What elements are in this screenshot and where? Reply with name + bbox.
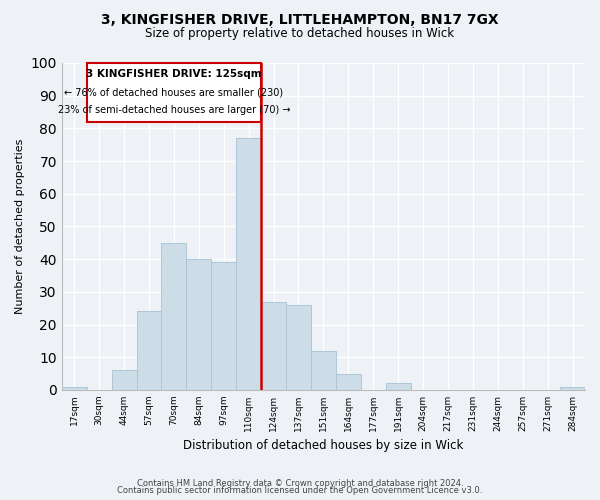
Bar — [62, 386, 87, 390]
Text: Contains HM Land Registry data © Crown copyright and database right 2024.: Contains HM Land Registry data © Crown c… — [137, 478, 463, 488]
Bar — [560, 386, 585, 390]
Bar — [261, 302, 286, 390]
Bar — [137, 312, 161, 390]
Text: 23% of semi-detached houses are larger (70) →: 23% of semi-detached houses are larger (… — [58, 106, 290, 116]
Bar — [211, 262, 236, 390]
Bar — [236, 138, 261, 390]
Bar — [386, 384, 410, 390]
Bar — [187, 259, 211, 390]
Text: 3 KINGFISHER DRIVE: 125sqm: 3 KINGFISHER DRIVE: 125sqm — [86, 70, 262, 80]
FancyBboxPatch shape — [87, 63, 261, 122]
X-axis label: Distribution of detached houses by size in Wick: Distribution of detached houses by size … — [183, 440, 464, 452]
Bar — [112, 370, 137, 390]
Bar — [286, 305, 311, 390]
Bar — [311, 350, 336, 390]
Y-axis label: Number of detached properties: Number of detached properties — [15, 139, 25, 314]
Bar — [161, 243, 187, 390]
Text: 3, KINGFISHER DRIVE, LITTLEHAMPTON, BN17 7GX: 3, KINGFISHER DRIVE, LITTLEHAMPTON, BN17… — [101, 12, 499, 26]
Text: Size of property relative to detached houses in Wick: Size of property relative to detached ho… — [145, 28, 455, 40]
Text: Contains public sector information licensed under the Open Government Licence v3: Contains public sector information licen… — [118, 486, 482, 495]
Text: ← 76% of detached houses are smaller (230): ← 76% of detached houses are smaller (23… — [64, 88, 283, 98]
Bar — [336, 374, 361, 390]
